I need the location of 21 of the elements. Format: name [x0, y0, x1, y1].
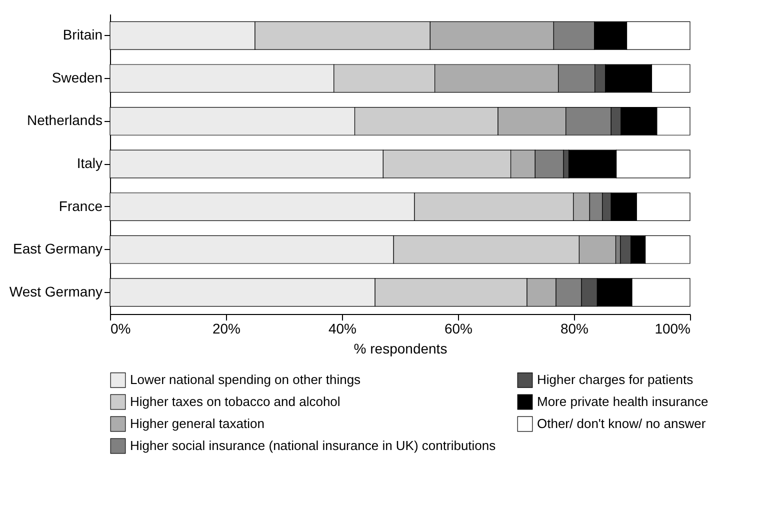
- x-tick-label: 20%: [212, 320, 241, 336]
- x-tick-label: 60%: [444, 320, 473, 336]
- x-tick-label: 80%: [560, 320, 589, 336]
- legend-label: Higher social insurance (national insurance in UK) contributions: [130, 438, 496, 453]
- x-tick-label: 40%: [328, 320, 357, 336]
- legend-label: Higher general taxation: [130, 416, 264, 431]
- x-tick-label: 100%: [654, 320, 690, 336]
- y-tick-label: France: [58, 198, 103, 214]
- legend-label: Other/ don't know/ no answer: [537, 416, 706, 431]
- y-tick-label: Sweden: [52, 69, 102, 86]
- x-tick-label: 0%: [110, 320, 131, 336]
- y-tick-label: West Germany: [9, 283, 102, 300]
- legend-label: Lower national spending on other things: [130, 372, 362, 388]
- y-tick-label: Britain: [62, 26, 102, 43]
- legend-label: Higher charges for patients: [537, 372, 694, 388]
- x-axis-title: % respondents: [354, 340, 448, 356]
- y-tick-label: East Germany: [13, 240, 102, 257]
- y-tick-label: Italy: [76, 155, 102, 171]
- legend-label: More private health insurance: [537, 394, 708, 409]
- y-tick-label: Netherlands: [27, 112, 102, 128]
- legend-label: Higher taxes on tobacco and alcohol: [130, 394, 340, 409]
